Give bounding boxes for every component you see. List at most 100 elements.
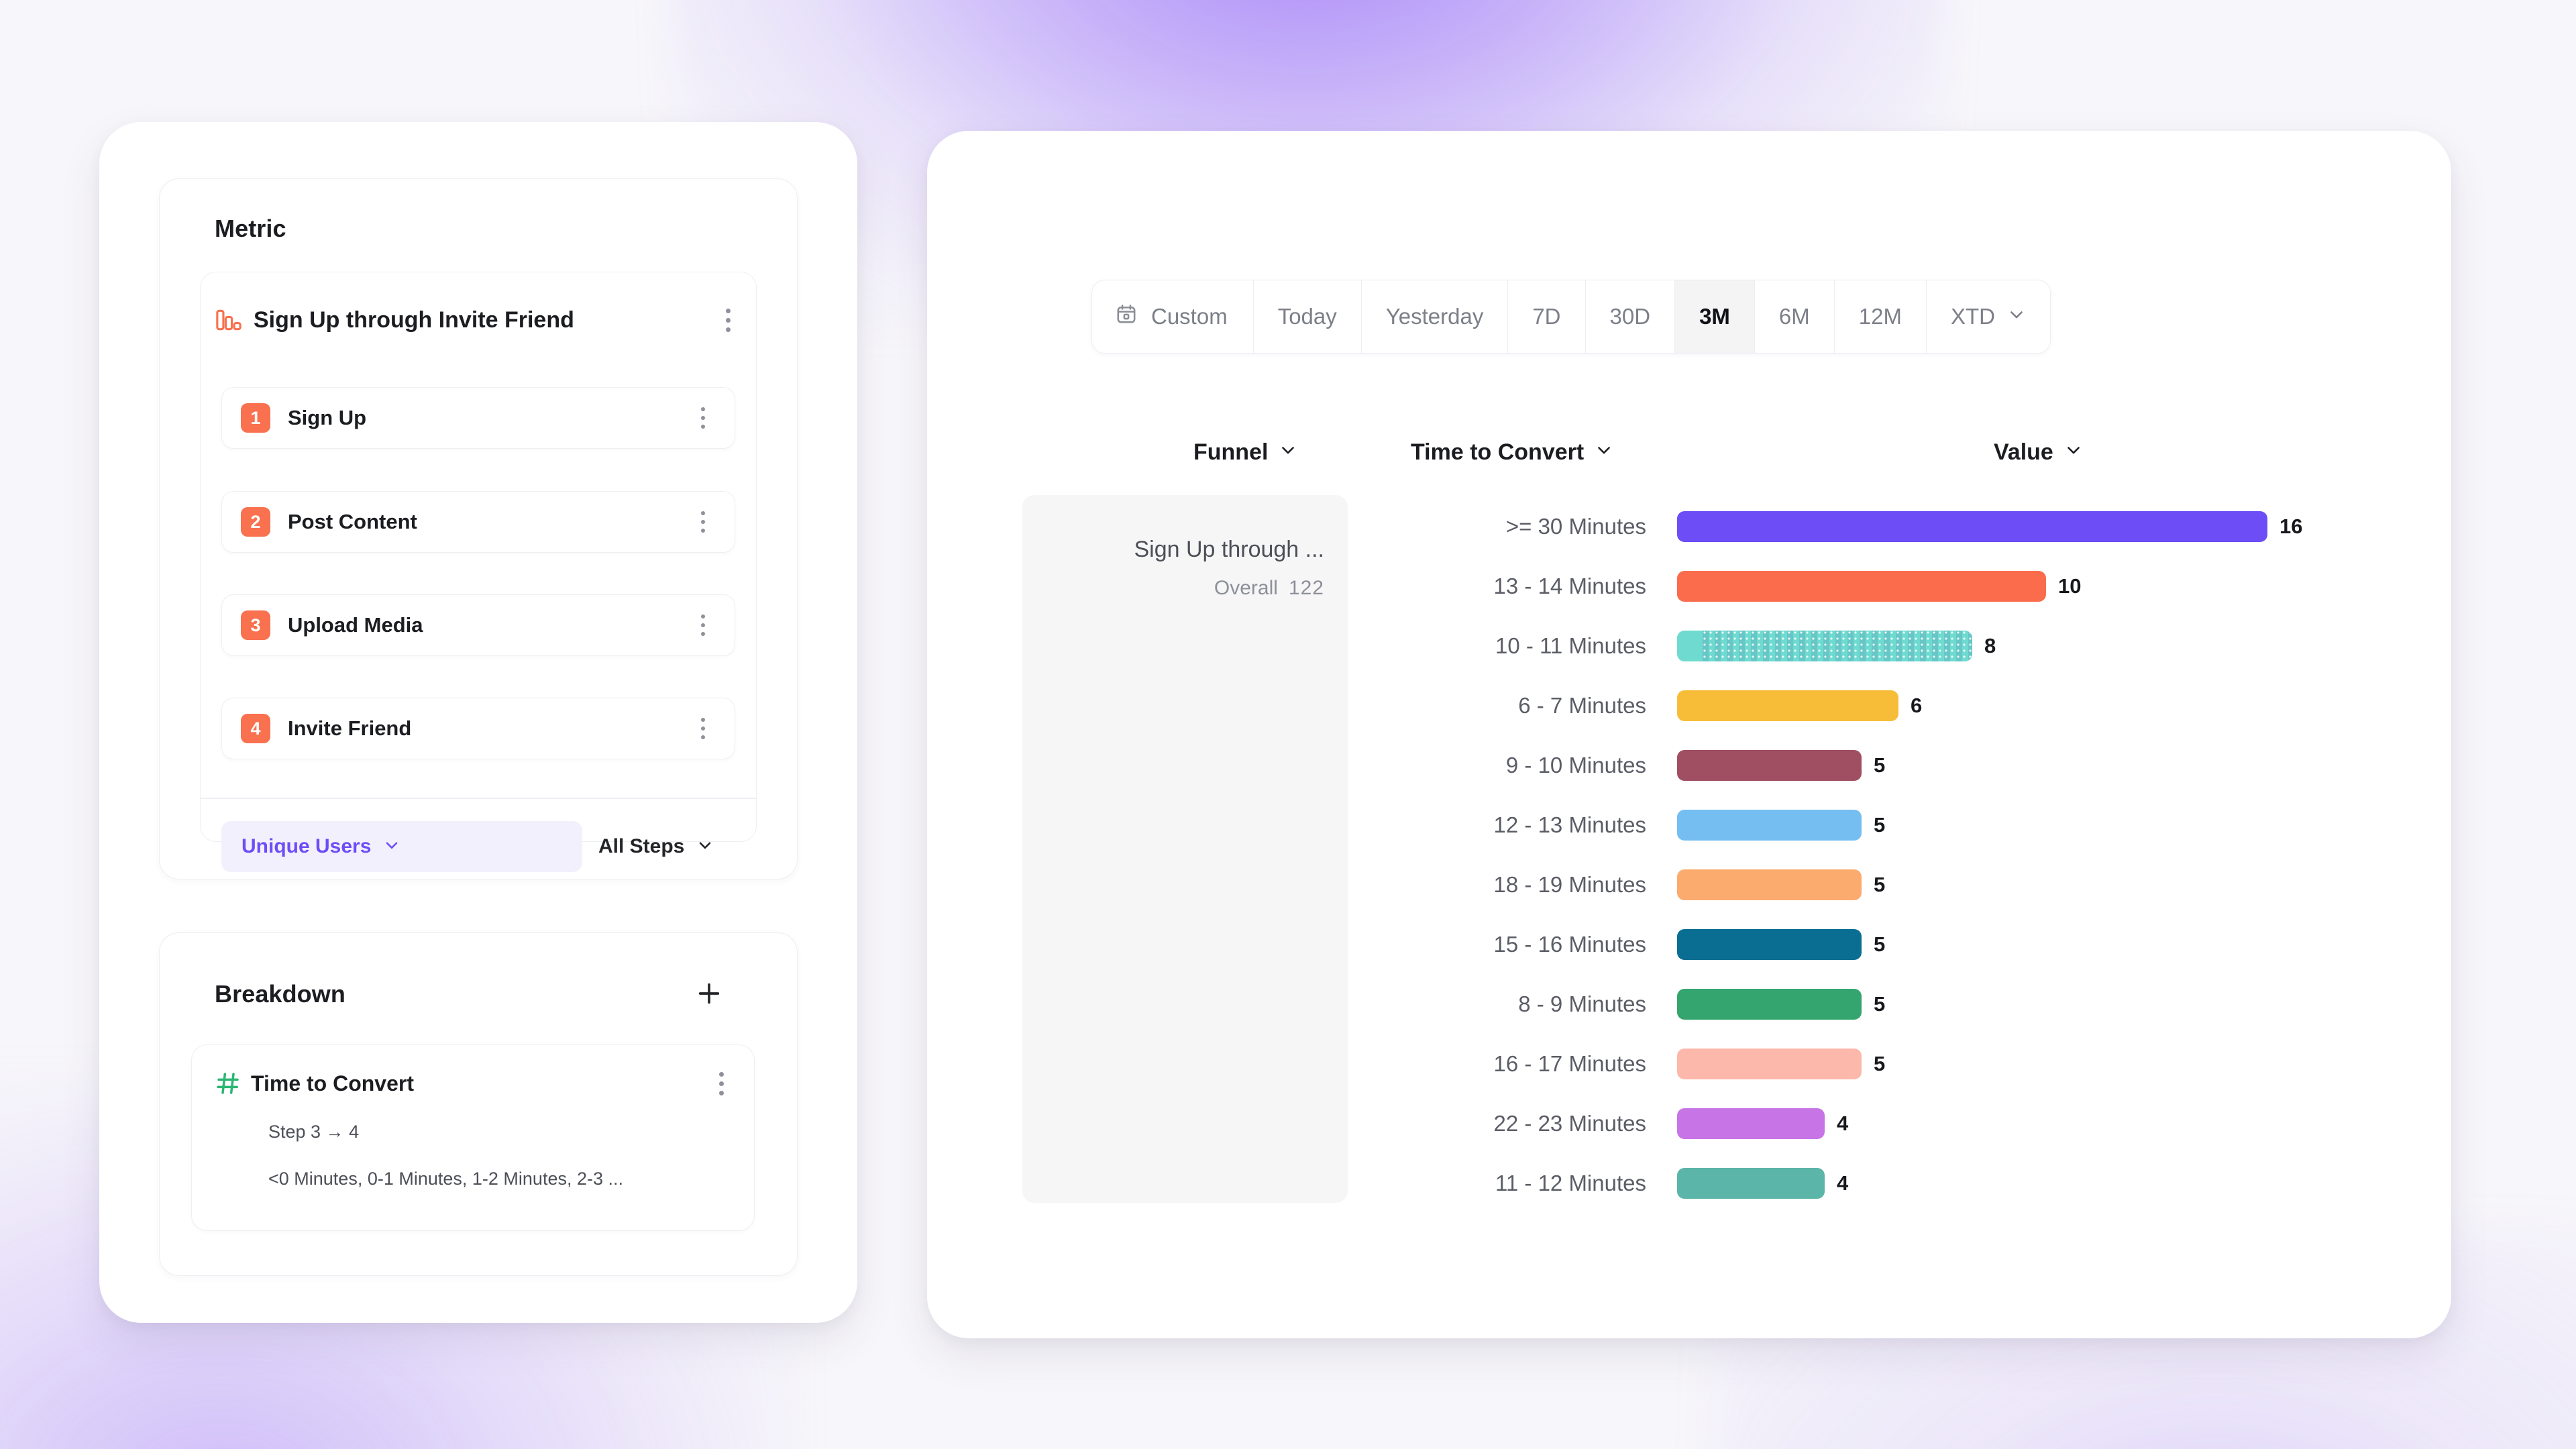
bar-fill[interactable] xyxy=(1677,869,1862,900)
date-range-tab-label: Yesterday xyxy=(1385,304,1484,329)
plus-icon xyxy=(695,979,723,1008)
bar-fill[interactable] xyxy=(1677,749,1862,781)
funnel-step-row[interactable]: 2 Post Content xyxy=(221,491,735,553)
metric-row[interactable]: Sign Up through Invite Friend xyxy=(215,295,745,345)
breakdown-options-button[interactable] xyxy=(704,1071,738,1095)
date-range-tab-custom[interactable]: Custom xyxy=(1092,280,1254,353)
bar-track: 4 xyxy=(1677,1167,2361,1199)
bar-value-label: 10 xyxy=(2058,574,2082,598)
step-options-button[interactable] xyxy=(686,407,720,429)
step-label: Post Content xyxy=(288,510,417,533)
bar-row[interactable]: 11 - 12 Minutes 4 xyxy=(1409,1153,2361,1213)
bar-fill[interactable] xyxy=(1677,1167,1825,1199)
bar-row[interactable]: 15 - 16 Minutes 5 xyxy=(1409,914,2361,974)
value-column-header[interactable]: Value xyxy=(1994,439,2083,466)
bar-row-label: 16 - 17 Minutes xyxy=(1493,1051,1646,1076)
bar-row[interactable]: 18 - 19 Minutes 5 xyxy=(1409,855,2361,914)
bar-track: 16 xyxy=(1677,511,2361,542)
bar-fill[interactable] xyxy=(1677,570,2046,602)
bar-row-label: 8 - 9 Minutes xyxy=(1518,991,1646,1016)
bar-fill[interactable] xyxy=(1677,1108,1825,1139)
date-range-tab-group: Custom Today Yesterday 7D 30D 3M 6M 12M XTD xyxy=(1091,280,2051,354)
steps-filter-label: All Steps xyxy=(598,835,685,857)
funnel-column-header[interactable]: Funnel xyxy=(1193,439,1297,466)
step-options-button[interactable] xyxy=(686,511,720,533)
bar-row[interactable]: 10 - 11 Minutes 8 xyxy=(1409,616,2361,676)
steps-filter-dropdown[interactable]: All Steps xyxy=(598,821,714,872)
bar-row[interactable]: 16 - 17 Minutes 5 xyxy=(1409,1034,2361,1093)
step-options-button[interactable] xyxy=(686,614,720,636)
breakdown-property-box xyxy=(191,1044,755,1231)
bar-track: 5 xyxy=(1677,1048,2361,1079)
time-to-convert-column-header[interactable]: Time to Convert xyxy=(1411,439,1613,466)
add-breakdown-button[interactable] xyxy=(690,974,729,1013)
bar-row-label: 10 - 11 Minutes xyxy=(1495,633,1646,658)
bar-track: 6 xyxy=(1677,690,2361,721)
date-range-tab-30d[interactable]: 30D xyxy=(1585,280,1676,353)
hash-icon xyxy=(215,1070,251,1097)
bar-row-label: >= 30 Minutes xyxy=(1505,513,1646,539)
metric-footer-divider xyxy=(201,798,756,799)
bar-row-label: 22 - 23 Minutes xyxy=(1493,1110,1646,1136)
step-number-badge: 2 xyxy=(241,507,270,537)
bar-row[interactable]: 22 - 23 Minutes 4 xyxy=(1409,1093,2361,1153)
bar-row-label: 15 - 16 Minutes xyxy=(1493,931,1646,957)
bar-row[interactable]: 8 - 9 Minutes 5 xyxy=(1409,974,2361,1034)
step-number-badge: 3 xyxy=(241,610,270,640)
bar-row[interactable]: 9 - 10 Minutes 5 xyxy=(1409,735,2361,795)
bar-fill[interactable] xyxy=(1677,690,1898,721)
bar-row-label: 11 - 12 Minutes xyxy=(1495,1170,1646,1195)
bar-row[interactable]: >= 30 Minutes 16 xyxy=(1409,496,2361,556)
bar-fill[interactable] xyxy=(1677,511,2267,542)
chevron-down-icon xyxy=(1279,439,1297,466)
date-range-tab-yesterday[interactable]: Yesterday xyxy=(1361,280,1509,353)
bar-row-label: 13 - 14 Minutes xyxy=(1493,573,1646,598)
breakdown-property-row[interactable]: Time to Convert xyxy=(215,1060,738,1107)
metric-options-button[interactable] xyxy=(711,308,745,332)
value-column-label: Value xyxy=(1994,439,2053,465)
bar-value-label: 5 xyxy=(1874,991,1886,1016)
date-range-tab-label: XTD xyxy=(1950,304,1995,329)
funnel-overall-value: 122 xyxy=(1288,577,1324,599)
metric-name-label: Sign Up through Invite Friend xyxy=(254,307,574,333)
bar-track: 5 xyxy=(1677,928,2361,960)
date-range-tab-7d[interactable]: 7D xyxy=(1508,280,1586,353)
bar-row[interactable]: 12 - 13 Minutes 5 xyxy=(1409,795,2361,855)
bar-fill[interactable] xyxy=(1677,809,1862,841)
funnel-overall-label: Overall xyxy=(1214,577,1278,599)
bar-fill[interactable] xyxy=(1677,1048,1862,1079)
bar-fill[interactable] xyxy=(1677,630,1972,661)
bar-chart-rows: >= 30 Minutes 16 13 - 14 Minutes 10 10 - 11 … xyxy=(1409,496,2361,1213)
bar-value-label: 5 xyxy=(1874,812,1886,837)
date-range-tab-xtd[interactable]: XTD xyxy=(1926,280,2050,353)
bar-value-label: 4 xyxy=(1837,1171,1849,1195)
funnel-step-row[interactable]: 4 Invite Friend xyxy=(221,698,735,759)
bar-track: 5 xyxy=(1677,988,2361,1020)
funnel-step-row[interactable]: 3 Upload Media xyxy=(221,594,735,656)
funnel-summary-block[interactable] xyxy=(1022,495,1348,1203)
date-range-tab-today[interactable]: Today xyxy=(1253,280,1362,353)
bar-value-label: 8 xyxy=(1984,633,1996,657)
bar-track: 8 xyxy=(1677,630,2361,661)
funnel-overall-row: Overall 122 xyxy=(1022,577,1324,600)
counting-method-label: Unique Users xyxy=(241,835,372,857)
date-range-tab-12m[interactable]: 12M xyxy=(1834,280,1927,353)
bar-fill[interactable] xyxy=(1677,928,1862,960)
bar-value-label: 4 xyxy=(1837,1111,1849,1135)
bar-row[interactable]: 6 - 7 Minutes 6 xyxy=(1409,676,2361,735)
funnel-step-row[interactable]: 1 Sign Up xyxy=(221,387,735,449)
bar-row[interactable]: 13 - 14 Minutes 10 xyxy=(1409,556,2361,616)
bar-value-label: 16 xyxy=(2279,514,2303,538)
breakdown-step-range: Step 3 → 4 xyxy=(268,1122,360,1142)
date-range-tab-label: 6M xyxy=(1778,304,1810,329)
bar-row-label: 6 - 7 Minutes xyxy=(1518,692,1646,718)
step-options-button[interactable] xyxy=(686,718,720,739)
chevron-down-icon xyxy=(2007,304,2026,329)
date-range-tab-6m[interactable]: 6M xyxy=(1754,280,1835,353)
counting-method-dropdown[interactable]: Unique Users xyxy=(221,821,582,872)
bar-track: 10 xyxy=(1677,570,2361,602)
date-range-tab-3m[interactable]: 3M xyxy=(1675,280,1755,353)
breakdown-card-title: Breakdown xyxy=(215,980,345,1008)
bar-fill[interactable] xyxy=(1677,988,1862,1020)
chevron-down-icon xyxy=(2064,439,2083,466)
